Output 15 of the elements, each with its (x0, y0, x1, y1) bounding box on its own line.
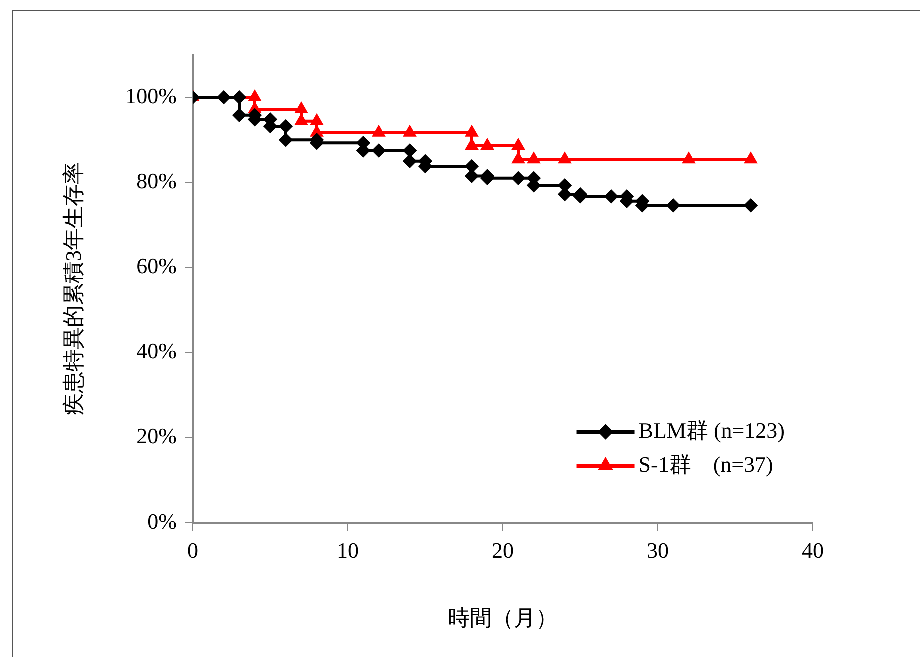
x-tick-label: 20 (492, 538, 514, 563)
y-tick-label: 80% (136, 168, 177, 194)
y-axis-title: 疾患特異的累積3年生存率 (60, 162, 86, 416)
x-tick-label: 30 (647, 538, 669, 563)
y-tick-label: 20% (136, 424, 177, 449)
y-tick-label: 60% (136, 254, 177, 279)
x-tick-label: 10 (337, 538, 359, 563)
legend-label: S-1群 (n=37) (638, 452, 774, 477)
x-tick-label: 0 (188, 538, 198, 563)
y-tick-label: 0% (148, 508, 177, 534)
legend-label: BLM群 (n=123) (638, 418, 785, 443)
y-tick-label: 100% (126, 83, 177, 108)
y-tick-label: 40% (136, 338, 177, 364)
x-axis-title: 時間（月） (448, 606, 558, 631)
x-tick-label: 40 (802, 538, 824, 563)
